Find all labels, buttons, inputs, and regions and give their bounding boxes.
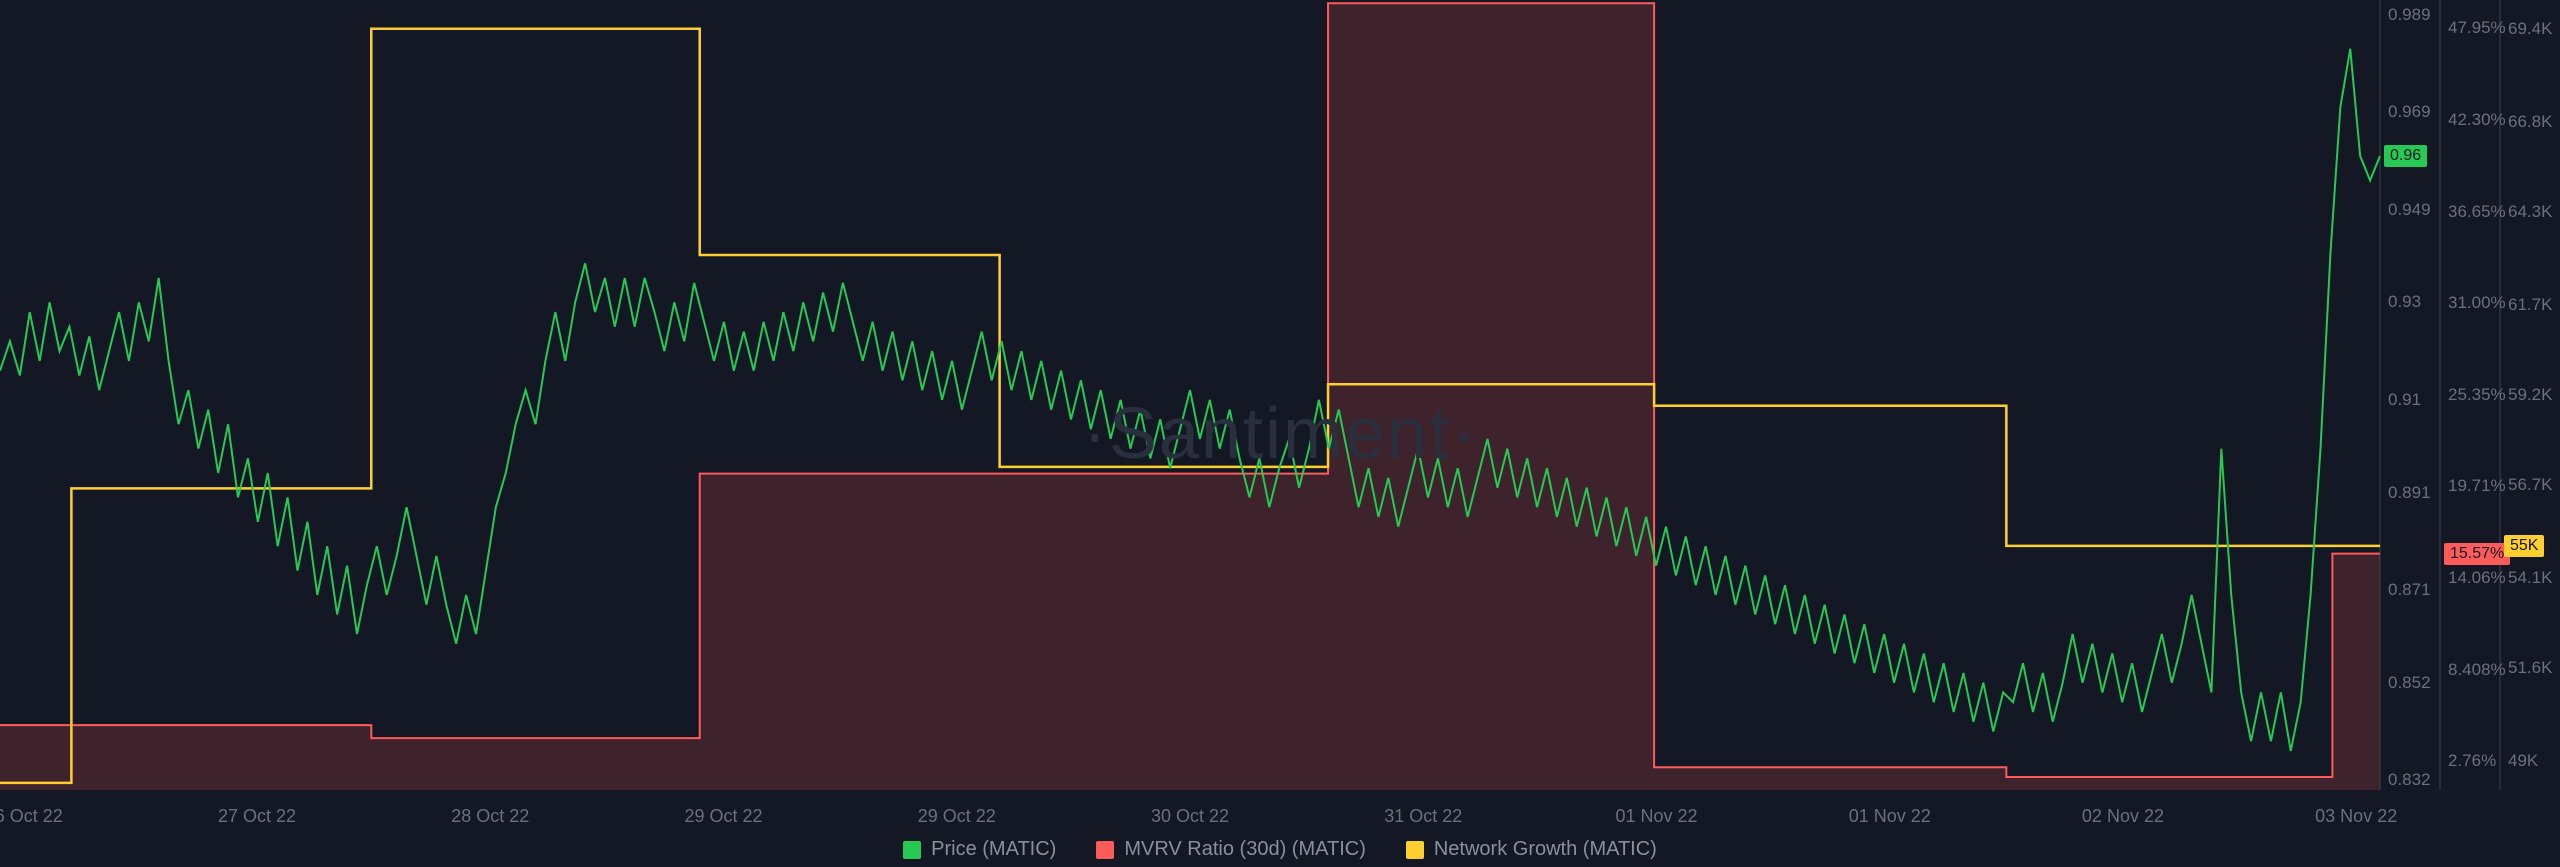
y-tick-label-price: 0.871 <box>2388 580 2431 600</box>
legend-item[interactable]: Price (MATIC) <box>903 838 1056 861</box>
x-tick-label: 03 Nov 22 <box>2315 806 2397 827</box>
y-tick-label-mvrv: 8.408% <box>2448 660 2506 680</box>
y-tick-label-price: 0.891 <box>2388 483 2431 503</box>
y-tick-label-price: 0.969 <box>2388 102 2431 122</box>
x-tick-label: 27 Oct 22 <box>218 806 296 827</box>
legend-swatch <box>1406 841 1424 859</box>
current-value-badge-network: 55K <box>2504 535 2544 557</box>
y-tick-label-mvrv: 36.65% <box>2448 202 2506 222</box>
legend-swatch <box>903 841 921 859</box>
legend-label: Network Growth (MATIC) <box>1434 838 1657 861</box>
x-tick-label: 01 Nov 22 <box>1849 806 1931 827</box>
y-tick-label-price: 0.93 <box>2388 292 2421 312</box>
x-tick-label: 31 Oct 22 <box>1384 806 1462 827</box>
chart-container: ·Santiment· 26 Oct 2227 Oct 2228 Oct 222… <box>0 0 2560 867</box>
legend-swatch <box>1096 841 1114 859</box>
legend-label: MVRV Ratio (30d) (MATIC) <box>1124 838 1366 861</box>
y-tick-label-network: 54.1K <box>2508 568 2552 588</box>
current-value-badge-mvrv: 15.57% <box>2444 543 2510 565</box>
legend: Price (MATIC) MVRV Ratio (30d) (MATIC) Net… <box>0 838 2560 861</box>
y-tick-label-network: 64.3K <box>2508 202 2552 222</box>
mvrv-area <box>0 3 2380 790</box>
x-tick-label: 28 Oct 22 <box>451 806 529 827</box>
y-tick-label-mvrv: 47.95% <box>2448 18 2506 38</box>
x-tick-label: 26 Oct 22 <box>0 806 63 827</box>
y-tick-label-network: 61.7K <box>2508 295 2552 315</box>
y-tick-label-network: 66.8K <box>2508 112 2552 132</box>
y-tick-label-price: 0.832 <box>2388 770 2431 790</box>
x-tick-label: 29 Oct 22 <box>684 806 762 827</box>
y-tick-label-price: 0.91 <box>2388 390 2421 410</box>
x-tick-label: 30 Oct 22 <box>1151 806 1229 827</box>
y-tick-label-network: 49K <box>2508 751 2538 771</box>
current-value-badge-price: 0.96 <box>2384 145 2427 167</box>
chart-svg[interactable] <box>0 0 2560 867</box>
y-tick-label-mvrv: 31.00% <box>2448 293 2506 313</box>
y-tick-label-mvrv: 2.76% <box>2448 751 2496 771</box>
x-tick-label: 02 Nov 22 <box>2082 806 2164 827</box>
x-tick-label: 29 Oct 22 <box>918 806 996 827</box>
y-tick-label-mvrv: 25.35% <box>2448 385 2506 405</box>
y-tick-label-price: 0.989 <box>2388 5 2431 25</box>
y-tick-label-network: 56.7K <box>2508 475 2552 495</box>
y-tick-label-mvrv: 19.71% <box>2448 476 2506 496</box>
legend-label: Price (MATIC) <box>931 838 1056 861</box>
y-tick-label-price: 0.949 <box>2388 200 2431 220</box>
y-tick-label-network: 69.4K <box>2508 19 2552 39</box>
y-tick-label-network: 59.2K <box>2508 385 2552 405</box>
y-tick-label-mvrv: 42.30% <box>2448 110 2506 130</box>
legend-item[interactable]: MVRV Ratio (30d) (MATIC) <box>1096 838 1366 861</box>
y-tick-label-network: 51.6K <box>2508 658 2552 678</box>
legend-item[interactable]: Network Growth (MATIC) <box>1406 838 1657 861</box>
y-tick-label-mvrv: 14.06% <box>2448 568 2506 588</box>
x-tick-label: 01 Nov 22 <box>1615 806 1697 827</box>
y-tick-label-price: 0.852 <box>2388 673 2431 693</box>
